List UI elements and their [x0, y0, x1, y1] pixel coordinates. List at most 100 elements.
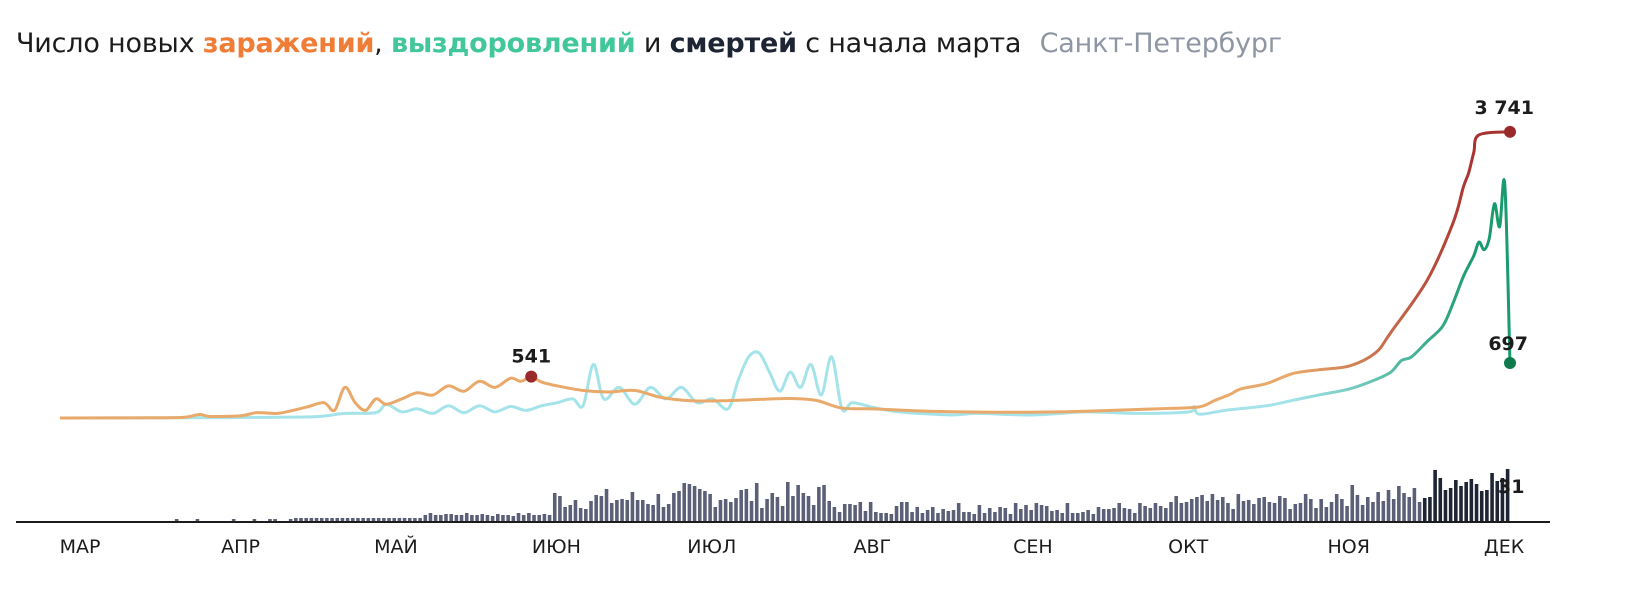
- death-bar: [1371, 502, 1375, 522]
- death-bar: [1148, 508, 1153, 522]
- death-bar: [708, 494, 712, 522]
- death-bar: [1391, 499, 1396, 522]
- death-bar: [558, 496, 562, 522]
- death-bar: [584, 509, 588, 522]
- recoveries-last-label: 697: [1488, 333, 1528, 355]
- death-bar: [1257, 498, 1261, 522]
- death-bar: [1298, 503, 1303, 522]
- deaths-last-label: 31: [1498, 476, 1524, 498]
- death-bar: [1013, 503, 1018, 522]
- death-bar: [371, 518, 376, 522]
- death-bar: [563, 507, 567, 522]
- death-bar: [1474, 484, 1479, 522]
- death-bar: [925, 510, 930, 522]
- death-bar: [775, 497, 780, 522]
- death-bar: [1500, 478, 1505, 522]
- death-bar: [532, 515, 536, 522]
- death-bar: [1448, 488, 1453, 522]
- death-bar: [423, 515, 428, 522]
- recoveries-line: [59, 178, 1512, 420]
- death-bar: [801, 493, 806, 522]
- title-region: Санкт-Петербург: [1039, 28, 1282, 59]
- month-label-6: СЕН: [1013, 536, 1053, 558]
- death-bar: [1117, 503, 1122, 522]
- death-bar: [998, 507, 1002, 522]
- month-label-1: АПР: [221, 536, 260, 558]
- death-bar: [749, 501, 754, 522]
- death-bar: [1355, 495, 1360, 522]
- infections-peak-marker: [525, 370, 538, 383]
- death-bar: [915, 507, 920, 522]
- death-bar: [858, 502, 863, 522]
- death-bar: [1221, 497, 1225, 522]
- death-bar: [899, 502, 904, 522]
- death-bar: [1231, 509, 1235, 522]
- death-bar: [1350, 485, 1355, 522]
- death-bar: [314, 518, 319, 522]
- death-bar: [506, 515, 510, 522]
- death-bar: [677, 491, 681, 522]
- death-bar: [672, 493, 676, 522]
- death-bar: [641, 500, 645, 522]
- title-prefix: Число новых: [16, 28, 195, 59]
- death-bar: [620, 499, 624, 522]
- death-bar: [475, 515, 479, 522]
- chart-title: Число новых заражений, выздоровлений и с…: [16, 28, 1282, 59]
- death-bar: [335, 518, 340, 522]
- death-bar: [573, 500, 578, 522]
- death-bar: [413, 518, 417, 522]
- death-bar: [464, 513, 469, 522]
- death-bar: [1200, 495, 1204, 522]
- death-bar: [1174, 496, 1178, 522]
- death-bar: [1505, 469, 1510, 522]
- month-ticks: МАР АПР МАЙ ИЮН ИЮЛ АВГ СЕН ОКТ НОЯ ДЕК: [60, 535, 1525, 558]
- death-bar: [402, 518, 407, 522]
- death-bar: [832, 507, 837, 522]
- death-bar: [1241, 501, 1246, 522]
- death-bar: [1003, 508, 1008, 522]
- death-bar: [542, 514, 547, 522]
- death-bar: [1096, 507, 1101, 522]
- month-label-9: ДЕК: [1484, 536, 1525, 558]
- death-bar: [1402, 493, 1406, 522]
- death-bar: [1340, 499, 1344, 522]
- death-bar: [661, 507, 666, 522]
- death-bar: [1293, 504, 1298, 522]
- death-bar: [527, 513, 531, 522]
- death-bar: [993, 512, 997, 522]
- death-bar: [490, 516, 495, 522]
- death-bar: [1076, 513, 1080, 522]
- title-suffix: с начала марта: [805, 28, 1022, 59]
- death-bar: [1138, 503, 1142, 522]
- death-bar: [1065, 503, 1070, 522]
- death-bar: [817, 487, 821, 522]
- death-bar: [231, 519, 236, 522]
- death-bar: [651, 505, 655, 522]
- death-bar: [842, 504, 847, 522]
- death-bar: [356, 518, 360, 522]
- death-bar: [941, 509, 945, 522]
- death-bar: [299, 518, 303, 522]
- death-bar: [449, 514, 453, 522]
- death-bar: [1086, 510, 1090, 522]
- death-bar: [485, 515, 490, 522]
- death-bar: [1107, 509, 1111, 522]
- death-bar: [853, 505, 857, 522]
- death-bar: [780, 506, 785, 522]
- death-bar: [516, 513, 521, 522]
- death-bar: [931, 507, 935, 522]
- death-bar: [1252, 504, 1256, 522]
- death-bar: [982, 513, 987, 522]
- death-bar: [1464, 482, 1468, 522]
- death-bar: [174, 519, 179, 522]
- markers-layer: [525, 125, 1516, 383]
- death-bar: [754, 483, 759, 522]
- death-bar: [1091, 514, 1096, 522]
- death-bar: [687, 484, 692, 522]
- infections-last-marker: [1504, 125, 1516, 138]
- death-bar: [1485, 490, 1489, 522]
- death-bar: [739, 490, 743, 522]
- death-bar: [1438, 478, 1443, 522]
- death-bar: [439, 515, 443, 522]
- death-bar: [578, 508, 583, 522]
